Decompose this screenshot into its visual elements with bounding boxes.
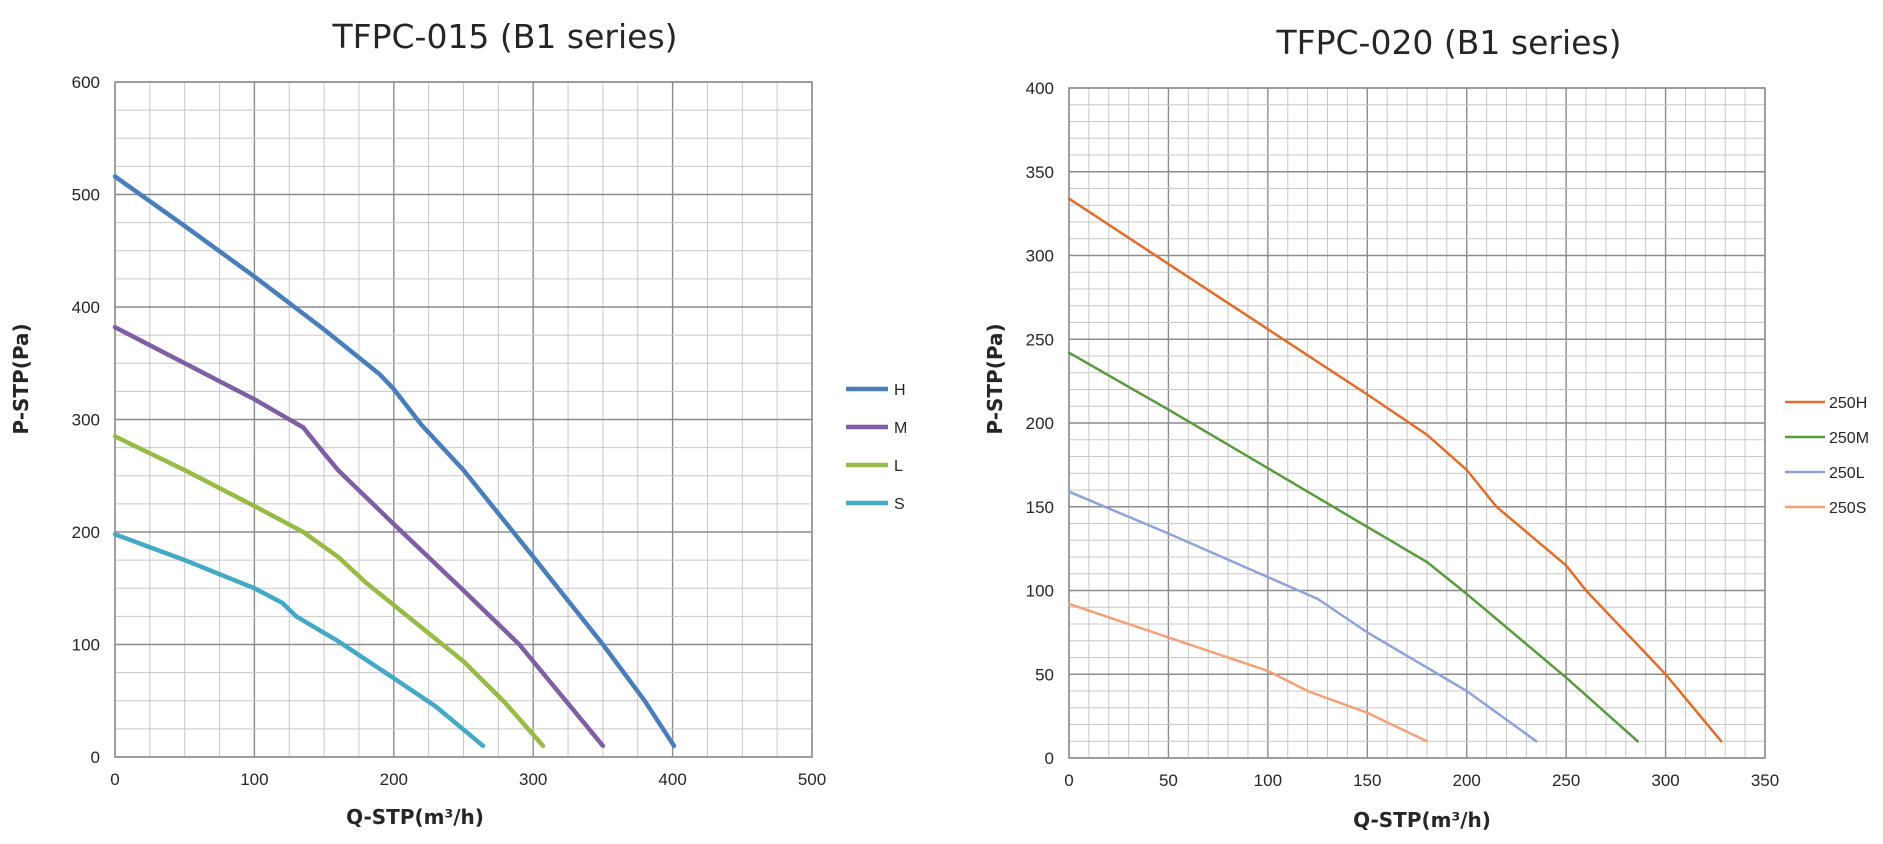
x-tick-label: 500 <box>798 770 826 789</box>
y-tick-label: 600 <box>72 73 100 92</box>
x-axis-label: Q-STP(m³/h) <box>1353 808 1491 832</box>
chart-title: TFPC-015 (B1 series) <box>331 17 677 56</box>
series-line-250s <box>1067 602 1429 743</box>
legend-label: H <box>894 382 906 399</box>
x-tick-label: 0 <box>1064 771 1073 790</box>
legend-label: M <box>894 420 907 437</box>
legend-label: 250M <box>1829 430 1869 447</box>
x-tick-label: 400 <box>658 770 686 789</box>
x-tick-label: 200 <box>380 770 408 789</box>
legend-label: S <box>894 496 905 513</box>
x-tick-label: 100 <box>240 770 268 789</box>
chart-tfpc-015: TFPC-015 (B1 series) 0 100 200 300 400 500 0 10… <box>9 17 907 829</box>
series-line-h <box>112 174 677 749</box>
y-tick-label: 0 <box>1045 749 1054 768</box>
series-line-m <box>112 324 606 749</box>
y-tick-label: 300 <box>1026 247 1054 266</box>
series-line-250h <box>1067 197 1723 743</box>
legend-label: 250H <box>1829 395 1867 412</box>
y-tick-label: 300 <box>72 411 100 430</box>
plot-frame <box>114 81 813 758</box>
legend-label: 250S <box>1829 500 1866 517</box>
grid <box>114 81 813 758</box>
series-lines <box>1067 197 1723 743</box>
x-axis-label: Q-STP(m³/h) <box>346 805 484 829</box>
x-tick-label: 200 <box>1453 771 1481 790</box>
series-line-l <box>112 434 546 749</box>
plot-frame <box>1068 87 1766 759</box>
y-axis-label: P-STP(Pa) <box>9 323 33 434</box>
x-tick-label: 300 <box>1651 771 1679 790</box>
y-tick-label: 400 <box>1026 79 1054 98</box>
y-tick-label: 500 <box>72 186 100 205</box>
tick-labels: 0 50 100 150 200 250 300 350 0 50 100 150 200 250 300 3… <box>1026 79 1780 790</box>
x-tick-label: 0 <box>110 770 119 789</box>
x-tick-label: 100 <box>1254 771 1282 790</box>
tick-labels: 0 100 200 300 400 500 0 100 200 300 400 500 600 <box>72 73 827 789</box>
x-tick-label: 300 <box>519 770 547 789</box>
y-tick-label: 200 <box>72 523 100 542</box>
legend: 250H 250M 250L 250S <box>1785 395 1869 517</box>
y-tick-label: 150 <box>1026 498 1054 517</box>
grid <box>1068 87 1766 759</box>
y-axis-label: P-STP(Pa) <box>983 323 1007 434</box>
series-line-s <box>112 532 486 749</box>
chart-tfpc-020: TFPC-020 (B1 series) 0 50 100 150 200 250 300 3… <box>983 23 1869 832</box>
series-line-250l <box>1067 490 1538 743</box>
y-tick-label: 100 <box>1026 582 1054 601</box>
chart-title: TFPC-020 (B1 series) <box>1275 23 1621 62</box>
x-tick-label: 150 <box>1353 771 1381 790</box>
legend: H M L S <box>846 382 907 513</box>
y-tick-label: 100 <box>72 636 100 655</box>
series-line-250m <box>1067 351 1639 743</box>
legend-label: 250L <box>1829 465 1865 482</box>
series-lines <box>112 174 677 749</box>
y-tick-label: 50 <box>1035 665 1054 684</box>
y-tick-label: 0 <box>91 748 100 767</box>
x-tick-label: 50 <box>1159 771 1178 790</box>
y-tick-label: 350 <box>1026 163 1054 182</box>
x-tick-label: 350 <box>1751 771 1779 790</box>
y-tick-label: 200 <box>1026 414 1054 433</box>
y-tick-label: 400 <box>72 298 100 317</box>
legend-label: L <box>894 458 903 475</box>
x-tick-label: 250 <box>1552 771 1580 790</box>
y-tick-label: 250 <box>1026 330 1054 349</box>
